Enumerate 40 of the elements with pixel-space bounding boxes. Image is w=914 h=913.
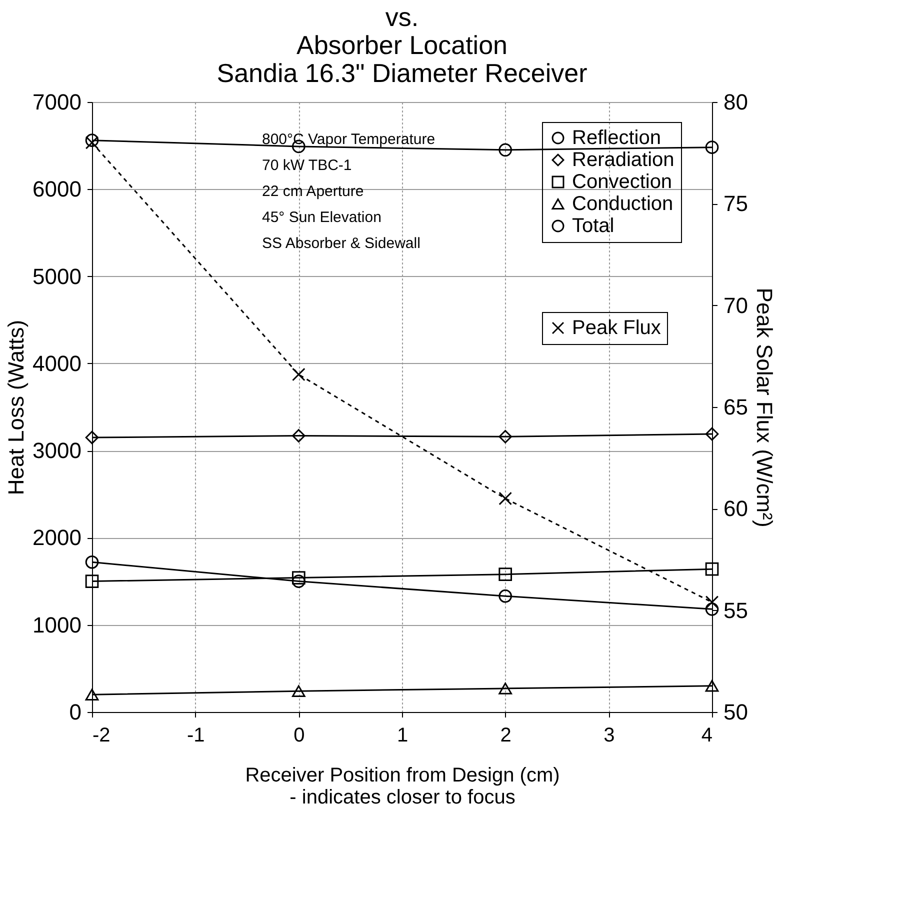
text: - indicates closer to focus xyxy=(290,786,516,808)
y2-tick-label: 55 xyxy=(724,598,748,623)
legend-label: Total xyxy=(572,215,614,237)
y2-axis-title: Peak Solar Flux (W/cm²) xyxy=(752,288,777,528)
y2-tick-label: 50 xyxy=(724,700,748,724)
x-tick-label: 0 xyxy=(294,724,305,746)
y-tick-label: 2000 xyxy=(32,525,82,550)
y2-tick-label: 75 xyxy=(724,191,748,216)
y2-tick-label: 65 xyxy=(724,394,748,420)
annotation: 70 kW TBC-1 xyxy=(262,157,352,174)
y-tick-label: 7000 xyxy=(32,90,82,114)
annotation: 45° Sun Elevation xyxy=(262,209,382,226)
x-tick-label: 4 xyxy=(701,724,712,746)
legend-label: Conduction xyxy=(572,193,674,215)
y2-tick-label: 80 xyxy=(724,90,748,114)
text: Receiver Position from Design (cm) xyxy=(245,764,560,786)
y-tick-label: 3000 xyxy=(32,438,82,464)
x-tick-label: 1 xyxy=(396,724,408,746)
annotation: 22 cm Aperture xyxy=(262,183,364,200)
y-tick-label: 6000 xyxy=(32,176,82,202)
annotation: 800°C Vapor Temperature xyxy=(262,131,436,148)
y-tick-label: 0 xyxy=(69,700,82,724)
x-tick-label: 3 xyxy=(604,724,615,746)
legend-label: Convection xyxy=(572,171,672,193)
y-axis-title: Heat Loss (Watts) xyxy=(4,320,29,496)
x-tick-label: 2 xyxy=(500,724,512,746)
legend-label: Reradiation xyxy=(572,149,674,171)
text: vs. xyxy=(385,2,419,32)
x-tick-label: -2 xyxy=(92,724,110,746)
y-tick-label: 1000 xyxy=(32,612,82,638)
legend-label: Peak Flux xyxy=(572,317,661,339)
y2-tick-label: 60 xyxy=(724,496,748,522)
y2-tick-label: 70 xyxy=(724,292,748,318)
legend-label: Reflection xyxy=(572,127,661,149)
text: Absorber Location xyxy=(296,30,508,60)
y-tick-label: 5000 xyxy=(32,264,82,289)
text: Sandia 16.3" Diameter Receiver xyxy=(216,58,588,88)
annotation: SS Absorber & Sidewall xyxy=(262,235,420,252)
x-tick-label: -1 xyxy=(186,724,205,746)
y-tick-label: 4000 xyxy=(32,350,82,376)
